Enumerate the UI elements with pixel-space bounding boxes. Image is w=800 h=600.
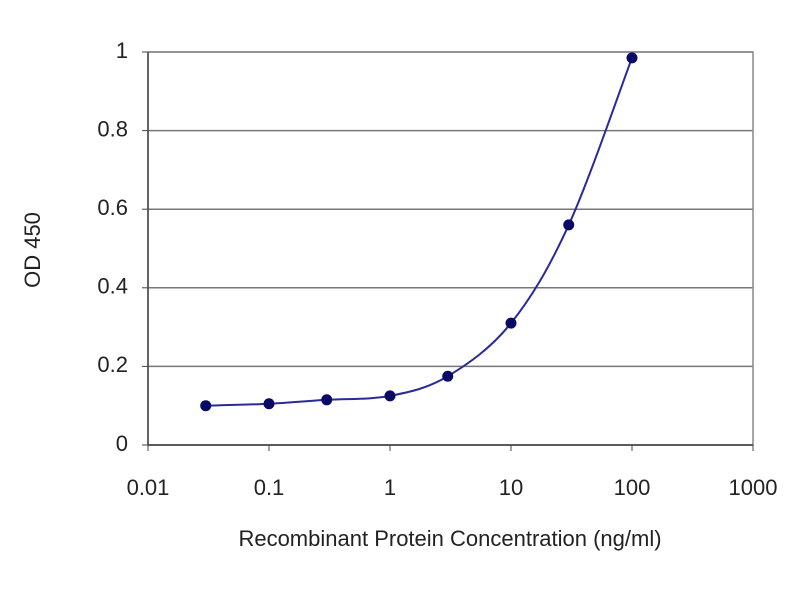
x-tick-label: 100 [614,475,651,500]
y-tick-label: 0.6 [97,195,128,220]
y-axis-title: OD 450 [20,212,45,288]
plot-frame [147,51,754,446]
series-line [205,57,633,407]
data-point [505,317,517,329]
x-tick-label: 0.1 [254,475,285,500]
x-tick-label: 1000 [729,475,778,500]
y-tick-label: 0.8 [97,116,128,141]
data-point [626,52,638,64]
y-tick-label: 0.4 [97,274,128,299]
y-tick-label: 0.2 [97,352,128,377]
data-point [321,394,333,406]
y-tick-label: 1 [116,38,128,63]
x-tick-label: 10 [499,475,523,500]
y-tick-label: 0 [116,431,128,456]
data-point [442,370,454,382]
data-point [263,398,275,410]
data-point [563,219,575,231]
data-point [200,400,212,412]
data-point [384,390,396,402]
x-tick-label: 1 [384,475,396,500]
x-axis-title: Recombinant Protein Concentration (ng/ml… [238,526,661,551]
x-tick-label: 0.01 [127,475,170,500]
